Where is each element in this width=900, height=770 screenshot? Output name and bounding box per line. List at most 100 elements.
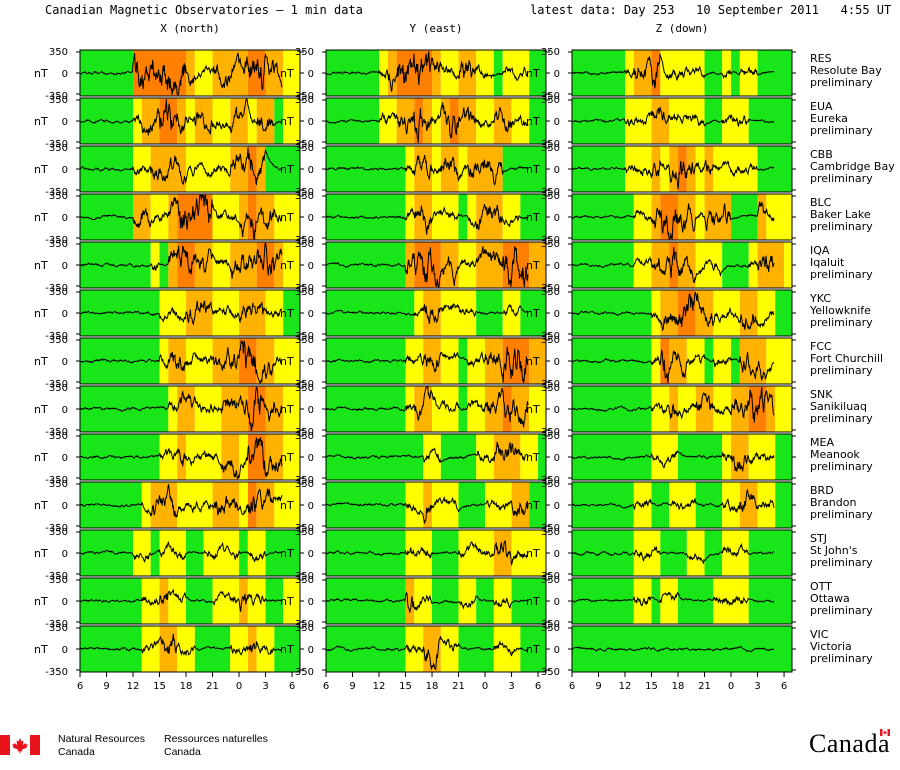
activity-band-moderate xyxy=(440,50,459,96)
activity-band-quiet xyxy=(458,194,468,240)
y-axis-label: nT xyxy=(280,163,294,176)
activity-band-moderate xyxy=(194,50,213,96)
y-tick-label: 0 xyxy=(308,405,314,416)
trace-ykc-y xyxy=(325,302,529,324)
station-name: Brandon xyxy=(810,496,856,509)
activity-band-quiet xyxy=(529,50,546,96)
y-axis-label: nT xyxy=(526,163,540,176)
y-tick-label: -350 xyxy=(537,619,560,630)
y-tick-label: -350 xyxy=(537,571,560,582)
activity-band-moderate xyxy=(283,242,300,288)
trace-stj-z xyxy=(571,542,775,564)
activity-band-moderate xyxy=(686,530,705,576)
trace-eua-z xyxy=(571,106,775,127)
station-code: STJ xyxy=(810,532,827,545)
activity-band-active xyxy=(230,98,248,144)
y-tick-label: -350 xyxy=(291,619,314,630)
y-tick-label: 0 xyxy=(308,213,314,224)
station-name: Resolute Bay xyxy=(810,64,882,77)
station-status: preliminary xyxy=(810,604,873,617)
y-axis-label: nT xyxy=(526,643,540,656)
station-status: preliminary xyxy=(810,508,873,521)
activity-band-active xyxy=(669,146,679,192)
y-tick-label: -350 xyxy=(45,571,68,582)
y-tick-label: 0 xyxy=(62,357,68,368)
activity-band-active xyxy=(396,98,415,144)
activity-band-moderate xyxy=(458,146,468,192)
activity-band-active xyxy=(265,50,284,96)
y-tick-label: 0 xyxy=(308,501,314,512)
y-tick-label: -350 xyxy=(291,187,314,198)
x-tick-label: 12 xyxy=(127,681,140,690)
activity-band-moderate xyxy=(502,194,521,240)
activity-band-active xyxy=(274,242,284,288)
activity-band-moderate xyxy=(247,578,266,624)
activity-band-storm xyxy=(247,194,257,240)
y-tick-label: 350 xyxy=(541,623,560,634)
activity-band-moderate xyxy=(502,290,521,336)
y-tick-label: -350 xyxy=(45,379,68,390)
trace-iqa-x xyxy=(79,242,283,279)
y-axis-label: nT xyxy=(280,451,294,464)
station-name: Victoria xyxy=(810,640,852,653)
trace-ott-z xyxy=(571,591,775,607)
activity-band-moderate xyxy=(529,386,546,432)
y-axis-label: nT xyxy=(280,115,294,128)
trace-snk-x xyxy=(79,386,283,432)
activity-band-storm xyxy=(660,194,679,240)
x-tick-label: 3 xyxy=(754,681,760,690)
y-axis-label: nT xyxy=(280,403,294,416)
y-tick-label: -350 xyxy=(291,667,314,678)
y-tick-label: 350 xyxy=(541,575,560,586)
activity-band-active xyxy=(239,578,248,624)
x-tick-label: 3 xyxy=(508,681,514,690)
station-status: preliminary xyxy=(810,316,873,329)
activity-band-moderate xyxy=(713,386,732,432)
y-tick-label: -350 xyxy=(537,475,560,486)
y-tick-label: 0 xyxy=(308,597,314,608)
y-tick-label: 0 xyxy=(554,165,560,176)
activity-band-moderate xyxy=(651,290,661,336)
activity-band-storm xyxy=(256,242,275,288)
activity-band-moderate xyxy=(247,530,266,576)
activity-band-moderate xyxy=(414,578,433,624)
y-tick-label: 350 xyxy=(541,479,560,490)
activity-band-moderate xyxy=(775,386,792,432)
station-status: preliminary xyxy=(810,652,873,665)
activity-band-quiet xyxy=(520,626,546,672)
activity-band-moderate xyxy=(766,338,792,384)
activity-band-moderate xyxy=(159,290,187,336)
x-tick-label: 6 xyxy=(569,681,575,690)
activity-band-storm xyxy=(159,98,178,144)
activity-band-moderate xyxy=(212,98,231,144)
trace-iqa-z xyxy=(571,247,775,284)
activity-band-quiet xyxy=(704,530,723,576)
activity-band-moderate xyxy=(695,242,723,288)
x-tick-label: 15 xyxy=(399,681,412,690)
activity-band-moderate xyxy=(678,386,696,432)
y-axis-label: nT xyxy=(34,355,48,368)
activity-band-moderate xyxy=(722,530,749,576)
activity-band-active xyxy=(423,482,433,528)
y-axis-label: nT xyxy=(34,115,48,128)
y-tick-label: -350 xyxy=(291,523,314,534)
y-axis-label: nT xyxy=(280,355,294,368)
activity-band-moderate xyxy=(651,386,670,432)
y-tick-label: -350 xyxy=(45,667,68,678)
activity-band-quiet xyxy=(538,434,546,480)
y-axis-label: nT xyxy=(526,307,540,320)
y-tick-label: 350 xyxy=(541,143,560,154)
activity-band-moderate xyxy=(660,578,679,624)
y-tick-label: 0 xyxy=(62,69,68,80)
y-tick-label: -350 xyxy=(45,523,68,534)
station-name: Baker Lake xyxy=(810,208,871,221)
y-axis-label: nT xyxy=(280,643,294,656)
y-tick-label: 350 xyxy=(541,239,560,250)
x-tick-label: 21 xyxy=(452,681,465,690)
trace-stj-y xyxy=(325,539,529,566)
column-header: X (north) xyxy=(160,22,220,35)
y-axis-label: nT xyxy=(526,211,540,224)
y-tick-label: -350 xyxy=(537,331,560,342)
activity-band-quiet xyxy=(731,194,758,240)
trace-res-y xyxy=(325,51,529,92)
